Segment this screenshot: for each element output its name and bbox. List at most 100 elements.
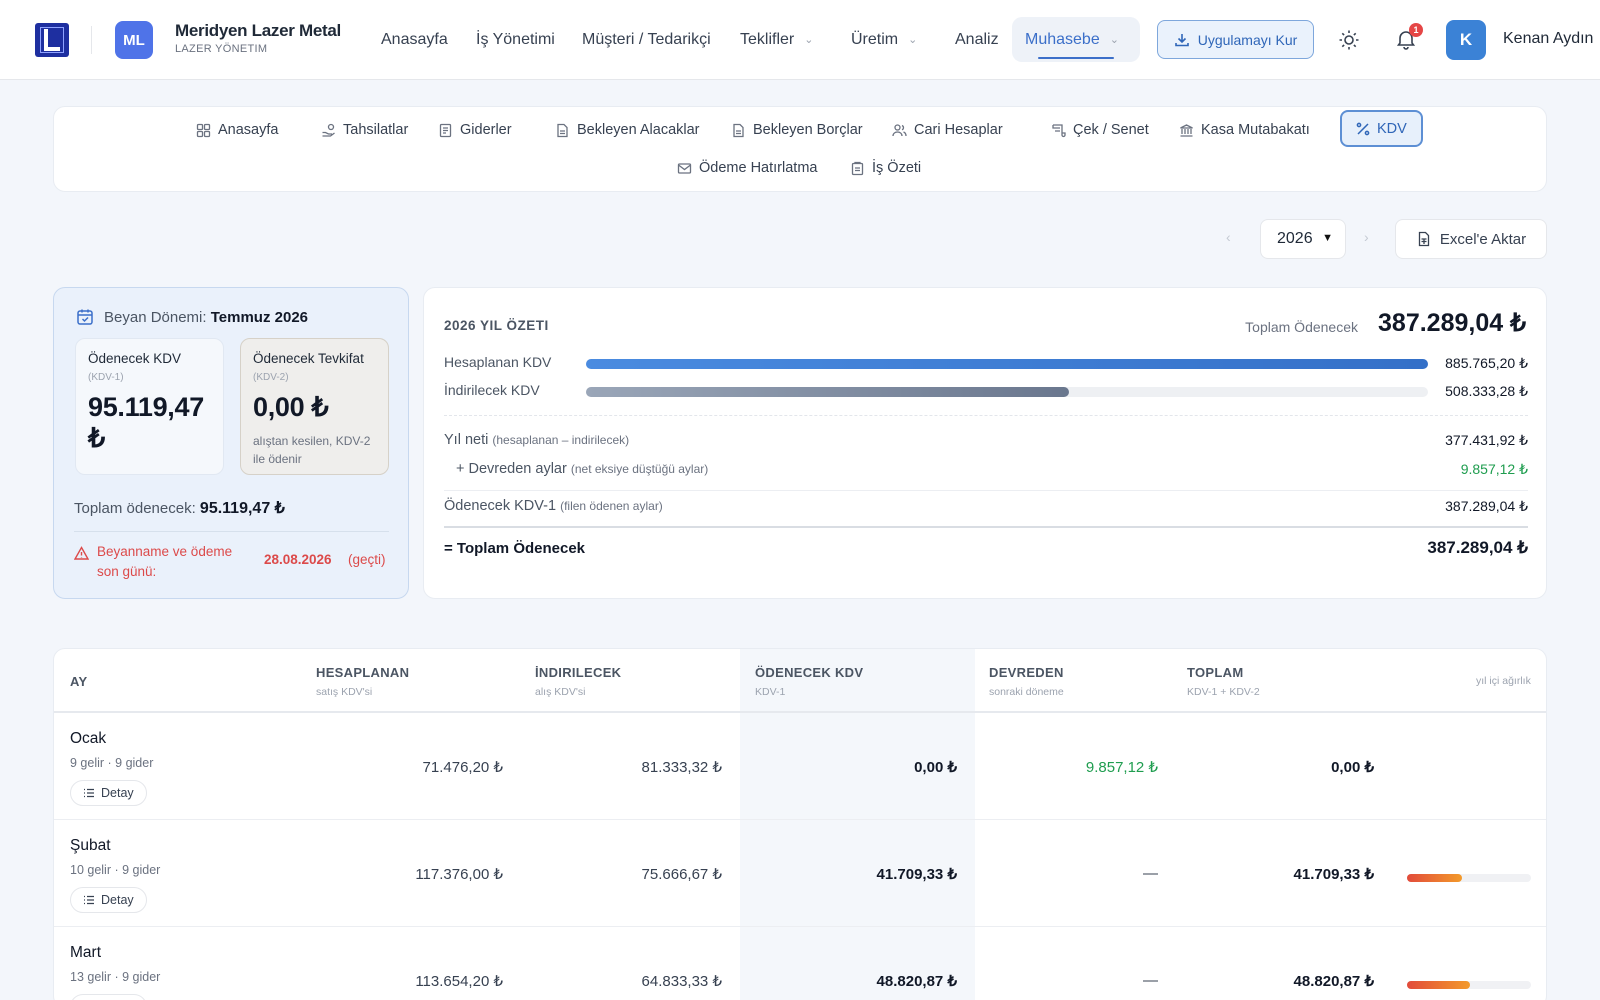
company-block: Meridyen Lazer Metal LAZER YÖNETIM	[175, 21, 341, 55]
year-select[interactable]: 2026 ▼	[1260, 219, 1346, 259]
column-header-odenecek[interactable]: ÖDENECEK KDV KDV-1	[755, 665, 863, 698]
hesaplanan-cell: 117.376,00 ₺	[415, 866, 503, 883]
kdv1-sum-value: 387.289,04 ₺	[1445, 498, 1528, 514]
theme-toggle-sun-icon[interactable]	[1336, 27, 1362, 53]
column-label: İNDIRILECEK	[535, 665, 622, 680]
detail-button[interactable]: Detay	[70, 780, 147, 806]
install-app-button[interactable]: Uygulamayı Kur	[1157, 20, 1314, 59]
kdv2-amount: 0,00 ₺	[253, 392, 329, 422]
tab-odeme-hatirlatma[interactable]: Ödeme Hatırlatma	[663, 150, 831, 186]
column-header-ay[interactable]: AY	[70, 674, 87, 689]
kdv1-sum-hint: (filen ödenen aylar)	[560, 499, 663, 513]
hesaplanan-cell: 113.654,20 ₺	[415, 973, 503, 990]
nav-analiz[interactable]: Analiz	[955, 17, 999, 62]
notifications-bell-icon[interactable]: 1	[1393, 23, 1423, 52]
tab-cari-hesaplar[interactable]: Cari Hesaplar	[878, 112, 1017, 148]
deadline-status: (geçti)	[348, 552, 386, 567]
devreden-cell: 9.857,12 ₺	[1085, 759, 1158, 776]
declaration-period-card: Beyan Dönemi: Temmuz 2026 Ödenecek KDV (…	[53, 287, 409, 599]
warning-triangle-icon	[74, 546, 89, 560]
carry-hint: (net eksiye düştüğü aylar)	[570, 462, 709, 476]
column-sub: KDV-1	[755, 686, 786, 698]
nav-label: Anasayfa	[381, 30, 448, 48]
deadline-warning: Beyanname ve ödeme son günü: 28.08.2026 …	[74, 542, 392, 582]
monthly-kdv-table: AY HESAPLANAN satış KDV'si İNDIRILECEK alı…	[53, 648, 1547, 1000]
carry-line: + Devreden aylar (net eksiye düştüğü ayl…	[444, 461, 1528, 477]
devreden-cell: —	[1143, 972, 1158, 989]
active-underline	[1038, 57, 1114, 59]
list-icon	[84, 788, 94, 798]
nav-label: Muhasebe	[1025, 30, 1100, 48]
install-label: Uygulamayı Kur	[1197, 31, 1298, 48]
bar-label: İndirilecek KDV	[444, 382, 540, 398]
year-summary-card: 2026 YIL ÖZETI Toplam Ödenecek 387.289,0…	[423, 287, 1547, 599]
tab-bekleyen-borclar[interactable]: Bekleyen Borçlar	[717, 112, 877, 148]
detail-button[interactable]: Detay	[70, 994, 147, 1000]
divider	[444, 415, 1528, 416]
bar-track	[586, 387, 1428, 397]
tab-is-ozeti[interactable]: İş Özeti	[836, 150, 935, 186]
user-avatar[interactable]: K	[1446, 20, 1486, 60]
divider	[444, 490, 1528, 491]
tab-giderler[interactable]: Giderler	[424, 112, 526, 148]
table-row: Ocak 9 gelir · 9 gider Detay 71.476,20 ₺ 81.…	[54, 714, 1546, 820]
odenecek-cell: 41.709,33 ₺	[876, 866, 957, 883]
net-hint: (hesaplanan – indirilecek)	[492, 433, 630, 447]
chevron-down-icon: ⌄	[804, 34, 814, 46]
tab-anasayfa[interactable]: Anasayfa	[182, 112, 292, 148]
detail-button[interactable]: Detay	[70, 887, 147, 913]
indirilecek-bar-fill	[586, 387, 1070, 397]
net-value: 377.431,92 ₺	[1445, 432, 1528, 448]
download-icon	[1174, 33, 1189, 46]
nav-teklifler[interactable]: Teklifler ⌄	[740, 17, 813, 62]
kdv2-box: Ödenecek Tevkifat (KDV-2) 0,00 ₺ alıştan…	[240, 338, 389, 475]
toplam-cell: 0,00 ₺	[1331, 759, 1374, 776]
indirilecek-cell: 75.666,67 ₺	[641, 866, 722, 883]
tab-tahsilatlar[interactable]: Tahsilatlar	[307, 112, 422, 148]
tab-label: Ödeme Hatırlatma	[699, 160, 818, 176]
nav-label: Müşteri / Tedarikçi	[582, 30, 711, 48]
next-year-chevron-right-icon[interactable]: ›	[1364, 229, 1369, 245]
nav-musteri-tedarikci[interactable]: Müşteri / Tedarikçi	[582, 17, 711, 62]
accounting-subtabs: Anasayfa Tahsilatlar Giderler Bekleyen A…	[53, 106, 1547, 192]
company-avatar[interactable]: ML	[115, 21, 153, 59]
kdv2-code: (KDV-2)	[253, 372, 289, 383]
nav-anasayfa[interactable]: Anasayfa	[381, 17, 448, 62]
summary-title: 2026 YIL ÖZETI	[444, 318, 549, 333]
scroll-icon	[1052, 123, 1066, 137]
column-header-devreden[interactable]: DEVREDEN sonraki döneme	[989, 665, 1064, 698]
indirilecek-bar-row: İndirilecek KDV 508.333,28 ₺	[444, 382, 1528, 402]
company-subtitle: LAZER YÖNETIM	[175, 43, 268, 55]
tab-cek-senet[interactable]: Çek / Senet	[1037, 112, 1163, 148]
tab-kasa-mutabakati[interactable]: Kasa Mutabakatı	[1165, 112, 1324, 148]
detail-label: Detay	[101, 786, 134, 800]
final-label: = Toplam Ödenecek	[444, 540, 586, 557]
nav-uretim[interactable]: Üretim ⌄	[851, 17, 917, 62]
weight-bar-fill	[1407, 981, 1471, 989]
users-icon	[892, 123, 907, 136]
chevron-down-icon: ▼	[1322, 232, 1333, 244]
app-logo[interactable]	[35, 23, 69, 57]
tab-kdv[interactable]: KDV	[1340, 110, 1423, 147]
deadline-date: 28.08.2026	[264, 552, 332, 567]
clipboard-icon	[851, 161, 864, 175]
spreadsheet-icon	[1418, 231, 1430, 247]
tab-label: İş Özeti	[872, 160, 922, 176]
previous-year-chevron-left-icon[interactable]: ‹	[1226, 229, 1231, 245]
user-name[interactable]: Kenan Aydın	[1503, 30, 1594, 47]
column-header-indirilecek[interactable]: İNDIRILECEK alış KDV'si	[535, 665, 621, 698]
nav-label: İş Yönetimi	[476, 30, 555, 48]
nav-muhasebe[interactable]: Muhasebe ⌄	[1012, 17, 1140, 62]
hand-coins-icon	[322, 123, 335, 137]
column-header-toplam[interactable]: TOPLAM KDV-1 + KDV-2	[1187, 665, 1260, 698]
period-total-value: 95.119,47 ₺	[199, 500, 285, 517]
export-excel-button[interactable]: Excel'e Aktar	[1395, 219, 1547, 259]
column-sub: KDV-1 + KDV-2	[1187, 686, 1260, 698]
tab-bekleyen-alacaklar[interactable]: Bekleyen Alacaklar	[541, 112, 714, 148]
month-meta: 9 gelir · 9 gider	[70, 756, 154, 770]
column-sub: sonraki döneme	[989, 686, 1064, 698]
column-header-hesaplanan[interactable]: HESAPLANAN satış KDV'si	[316, 665, 409, 698]
period-title: Beyan Dönemi: Temmuz 2026	[76, 308, 308, 326]
nav-is-yonetimi[interactable]: İş Yönetimi	[476, 17, 555, 62]
carry-label: + Devreden aylar	[456, 461, 567, 477]
